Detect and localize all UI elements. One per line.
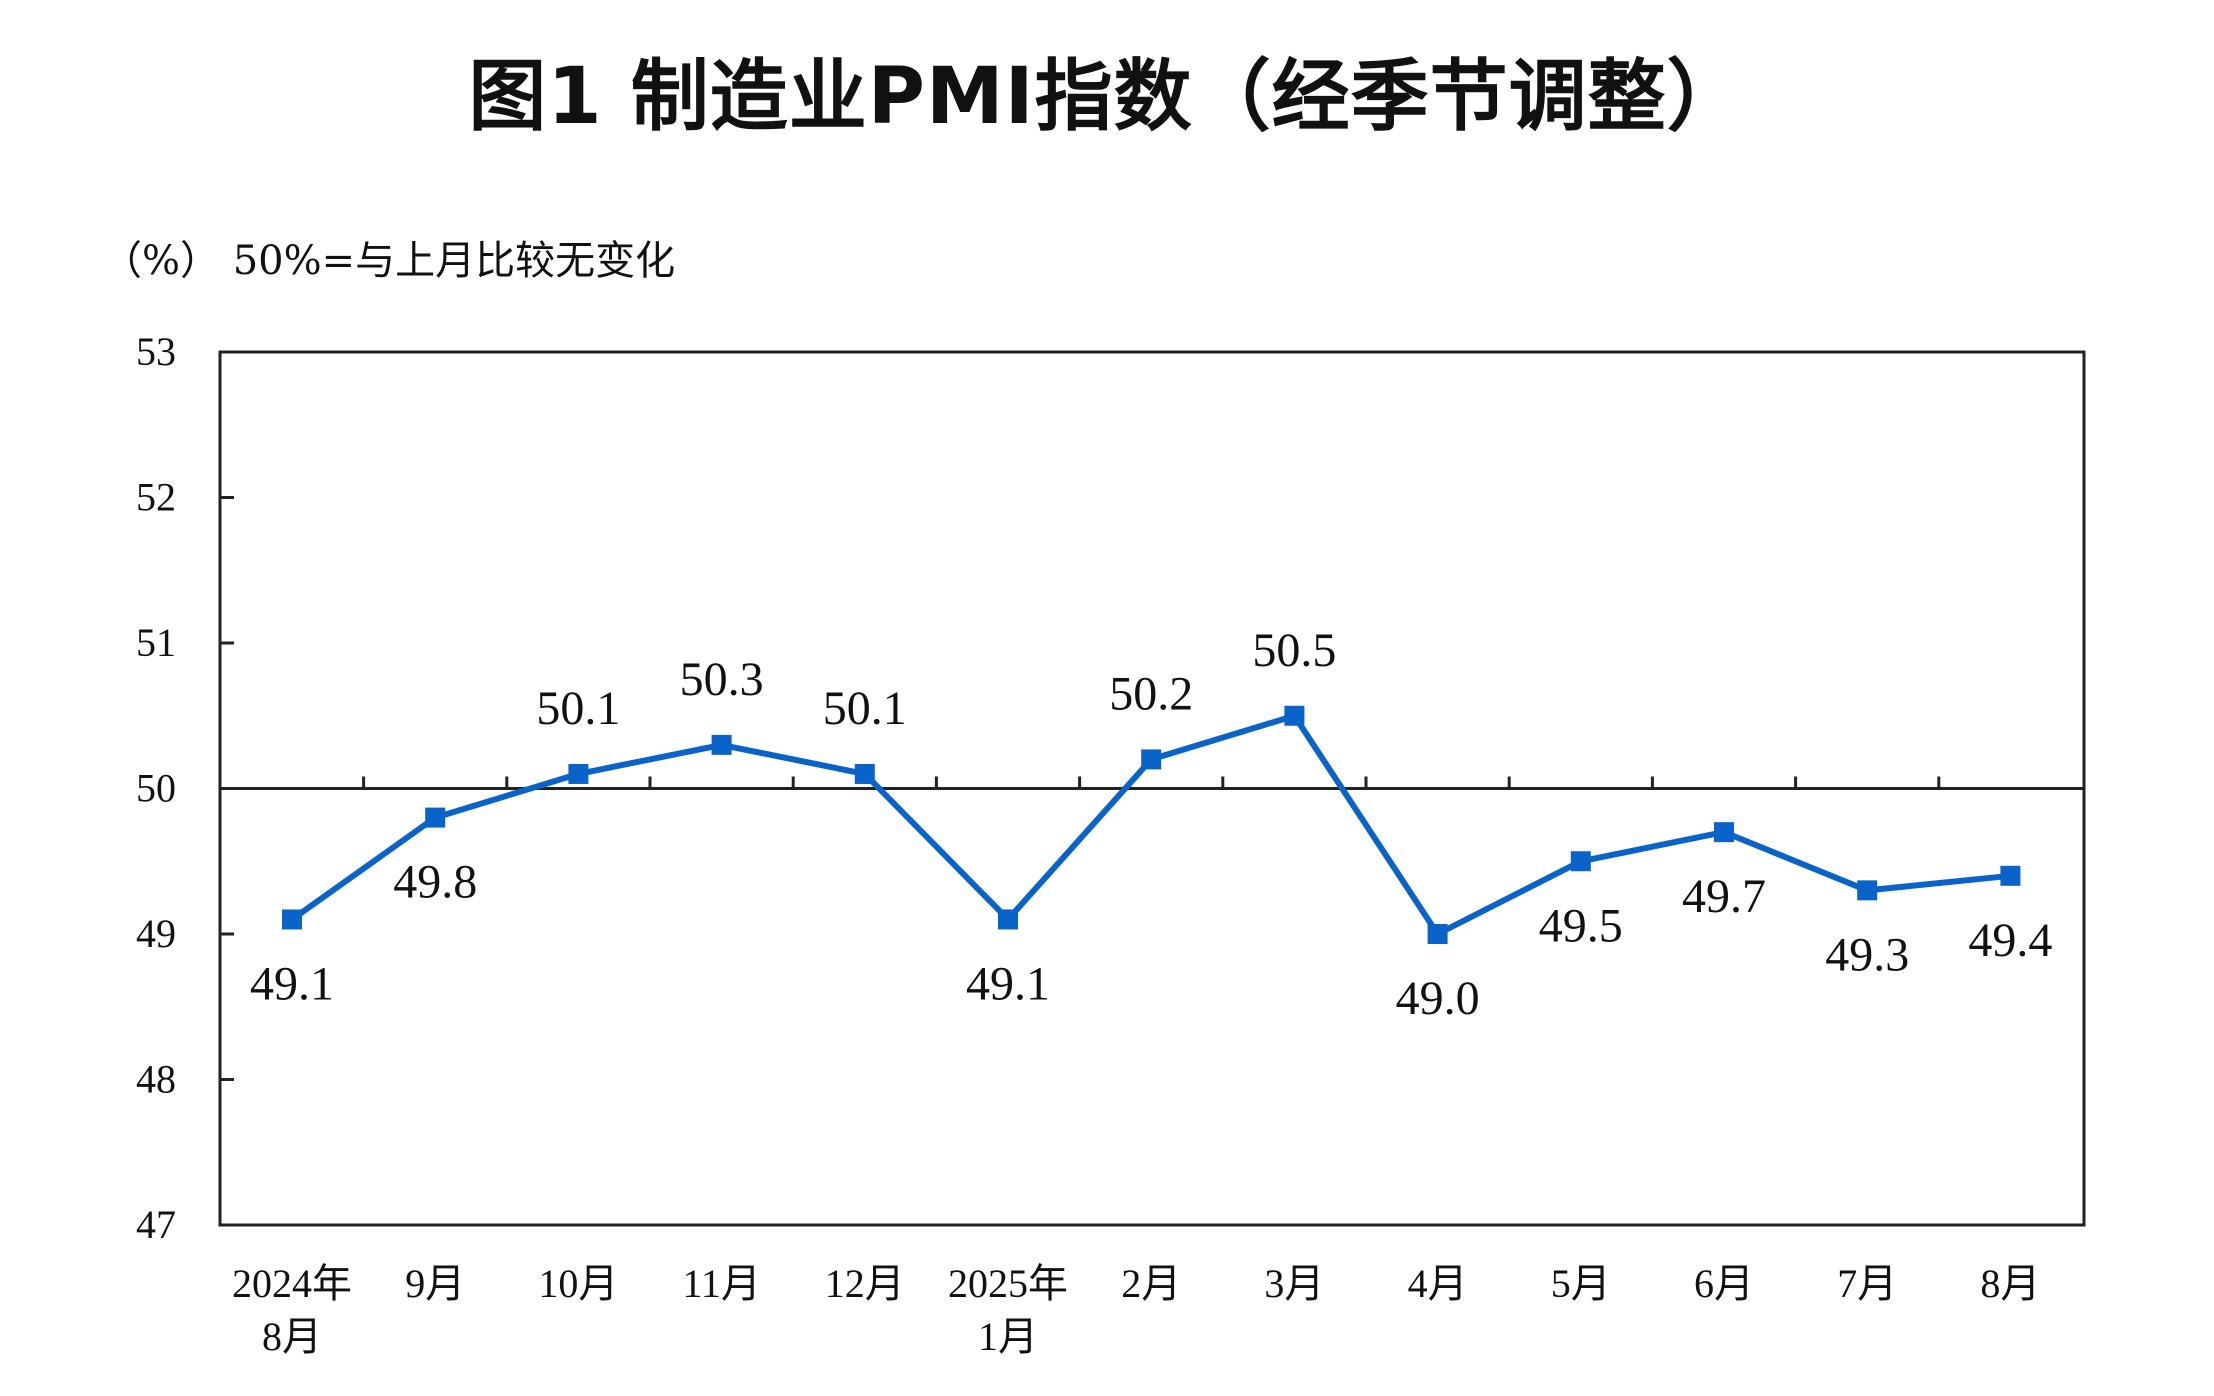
x-tick-label: 5月 [1551,1261,1611,1306]
x-tick-label: 12月 [825,1261,905,1306]
data-label: 49.5 [1539,899,1623,952]
data-label: 49.4 [1968,914,2052,967]
y-tick-label: 51 [136,620,176,665]
data-point-marker [998,909,1018,930]
x-tick-label: 2月 [1121,1261,1181,1306]
data-point-marker [1857,880,1878,901]
data-point-marker [1570,851,1591,872]
data-label: 49.0 [1396,972,1480,1025]
x-tick-label: 4月 [1408,1261,1468,1306]
data-point-marker [1714,822,1734,843]
data-label: 50.1 [536,682,620,735]
data-point-marker [854,763,875,784]
data-point-marker [568,763,589,784]
data-point-marker [711,734,732,755]
data-label: 50.3 [680,653,764,706]
data-point-marker [1141,749,1162,770]
data-point-marker [425,807,446,828]
series-pmi [282,705,2021,944]
data-label: 49.8 [393,856,477,909]
x-tick-label: 7月 [1837,1261,1897,1306]
y-tick-label: 53 [136,329,176,374]
data-point-marker [2000,865,2021,886]
x-tick-label: 2025年 [948,1261,1068,1306]
data-label: 49.7 [1682,870,1766,923]
y-tick-label: 49 [136,911,176,956]
data-label: 50.1 [823,682,907,735]
x-tick-label: 6月 [1694,1261,1754,1306]
data-label: 49.1 [966,957,1050,1010]
x-tick-label: 8月 [1980,1261,2040,1306]
data-label: 49.1 [250,957,334,1010]
y-tick-label: 50 [136,766,176,811]
data-labels: 49.1 49.8 50.1 50.3 50.1 49.1 50.2 50.5 49.0 49.5… [250,624,2052,1025]
x-tick-label: 8月 [262,1314,322,1359]
x-tick-label: 2024年 [232,1261,352,1306]
data-label: 50.2 [1109,667,1193,720]
y-axis-ticks: 47 48 49 50 51 52 53 [136,329,234,1247]
x-tick-label: 1月 [978,1314,1038,1359]
x-tick-label: 10月 [538,1261,618,1306]
data-point-marker [282,909,302,930]
y-tick-label: 52 [136,475,176,520]
chart-title: 图1 制造业PMI指数（经季节调整） [468,52,1746,142]
x-tick-label: 9月 [405,1261,465,1306]
data-point-marker [1427,924,1448,944]
y-tick-label: 47 [136,1202,176,1247]
unit-note: （%） 50%=与上月比较无变化 [102,238,676,284]
data-label: 49.3 [1825,928,1909,981]
data-label: 50.5 [1252,624,1336,677]
x-tick-label: 11月 [682,1261,761,1306]
x-tick-label: 3月 [1264,1261,1324,1306]
data-point-marker [1284,705,1305,726]
y-tick-label: 48 [136,1057,176,1102]
x-axis-ticks: 2024年 8月 9月 10月 11月 12月 2025年 1月 2月 3月 4月 5月 6月 7月 8月 [232,776,2040,1359]
